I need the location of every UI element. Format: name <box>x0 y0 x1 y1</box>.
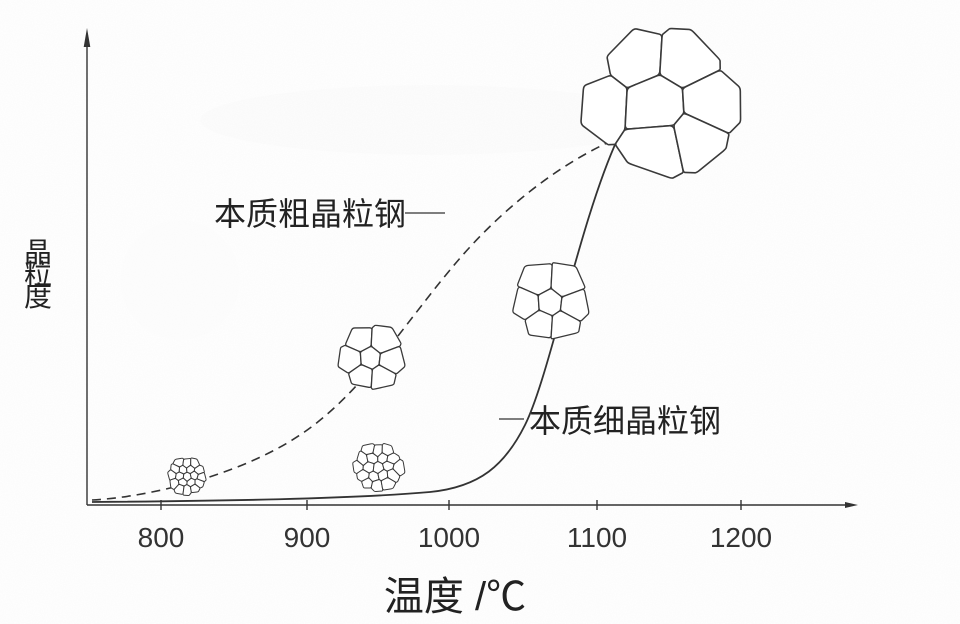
svg-text:温度 /℃: 温度 /℃ <box>384 575 526 619</box>
svg-text:1100: 1100 <box>567 522 627 553</box>
svg-text:1200: 1200 <box>710 522 772 553</box>
svg-text:800: 800 <box>138 522 185 553</box>
svg-text:本质细晶粒钢: 本质细晶粒钢 <box>529 403 721 439</box>
svg-text:900: 900 <box>284 522 331 553</box>
svg-text:度: 度 <box>24 281 52 312</box>
svg-text:1000: 1000 <box>418 522 480 553</box>
svg-text:本质粗晶粒钢: 本质粗晶粒钢 <box>214 196 406 232</box>
